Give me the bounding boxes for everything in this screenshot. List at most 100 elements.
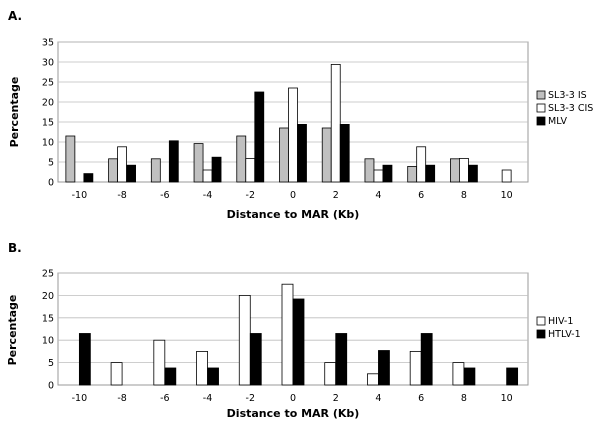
bar	[459, 157, 469, 183]
chart-panel-a: A. 0 5 10 15 20 25 30 35 -10 -8 -6 -4 -2 0 2 4 6 8 10 Per…	[8, 9, 593, 221]
x-tick-label: -8	[117, 393, 126, 404]
bar	[324, 362, 337, 386]
bar	[292, 298, 305, 386]
bar	[420, 333, 433, 386]
panel-label-a: A.	[8, 9, 22, 23]
y-tick-label: 25	[42, 269, 54, 280]
x-tick-label: -6	[160, 393, 169, 404]
bar	[281, 283, 294, 386]
y-ticks-b: 0 5 10 15 20 25	[42, 269, 54, 392]
y-tick-label: 5	[48, 358, 54, 369]
y-tick-label: 10	[42, 138, 54, 149]
panel-label-b: B.	[8, 241, 22, 255]
x-tick-label: 2	[333, 190, 339, 201]
legend-b: HIV-1 HTLV-1	[536, 316, 581, 340]
y-tick-label: 10	[42, 336, 54, 347]
bar	[207, 367, 219, 386]
bar	[378, 350, 390, 386]
y-tick-label: 20	[42, 98, 54, 109]
y-axis-title-a: Percentage	[8, 77, 21, 148]
bar	[254, 91, 265, 183]
bar	[78, 333, 91, 386]
bar	[506, 367, 519, 386]
bar	[373, 169, 384, 183]
legend-swatch	[536, 103, 546, 113]
bar	[416, 146, 427, 183]
y-tick-label: 15	[42, 118, 54, 129]
bar	[463, 367, 476, 386]
x-ticks-b: -10 -8 -6 -4 -2 0 2 4 6 8 10	[72, 393, 513, 404]
bar	[164, 367, 177, 386]
x-tick-label: 0	[290, 190, 296, 201]
bar	[211, 156, 222, 183]
bar	[153, 339, 166, 386]
bar	[468, 164, 478, 183]
x-tick-label: -2	[246, 190, 255, 201]
bar	[501, 169, 512, 183]
bar	[236, 135, 247, 183]
legend-swatch	[536, 316, 546, 326]
x-tick-label: 8	[461, 393, 467, 404]
bar	[288, 87, 298, 183]
x-tick-label: 6	[418, 393, 424, 404]
x-tick-label: -8	[117, 190, 126, 201]
bar	[150, 158, 161, 183]
y-tick-label: 30	[42, 58, 54, 69]
bar	[193, 143, 204, 183]
x-tick-label: 4	[375, 190, 381, 201]
bar	[202, 169, 213, 183]
x-tick-label: 10	[501, 190, 513, 201]
x-tick-label: 6	[418, 190, 424, 201]
bar	[196, 350, 208, 386]
y-tick-label: 25	[42, 78, 54, 89]
x-axis-title-b: Distance to MAR (Kb)	[227, 407, 360, 420]
x-tick-label: 0	[290, 393, 296, 404]
bar	[367, 373, 379, 386]
bar	[238, 294, 251, 386]
legend-a: SL3-3 IS SL3-3 CIS MLV	[536, 90, 593, 127]
bar	[65, 135, 76, 183]
legend-swatch	[536, 329, 546, 339]
x-ticks-a: -10 -8 -6 -4 -2 0 2 4 6 8 10	[72, 190, 513, 201]
bar	[335, 333, 348, 386]
legend-label: SL3-3 IS	[548, 90, 587, 101]
x-tick-label: 10	[501, 393, 513, 404]
y-ticks-a: 0 5 10 15 20 25 30 35	[42, 38, 54, 189]
bar	[117, 146, 127, 183]
legend-label: SL3-3 CIS	[548, 103, 593, 114]
bar	[297, 124, 307, 183]
legend-label: HTLV-1	[548, 329, 581, 340]
bar	[407, 165, 418, 183]
y-tick-label: 5	[48, 158, 54, 169]
y-axis-title-b: Percentage	[6, 295, 19, 366]
x-tick-label: 2	[333, 393, 339, 404]
bar	[452, 362, 465, 386]
legend-swatch	[536, 116, 546, 126]
bar	[321, 127, 332, 183]
bar	[339, 124, 350, 183]
bar	[425, 164, 436, 183]
y-tick-label: 0	[48, 381, 54, 392]
bar	[364, 158, 375, 183]
x-tick-label: -4	[203, 393, 212, 404]
gridlines-a	[58, 41, 528, 163]
x-tick-label: 8	[461, 190, 467, 201]
x-tick-label: -10	[72, 190, 88, 201]
bar	[108, 158, 118, 183]
x-axis-title-a: Distance to MAR (Kb)	[227, 208, 360, 221]
x-tick-label: -6	[160, 190, 169, 201]
legend-swatch	[536, 90, 546, 100]
bar	[382, 164, 393, 183]
x-tick-label: 4	[375, 393, 381, 404]
bar	[249, 333, 262, 386]
y-tick-label: 35	[42, 38, 54, 49]
bar	[450, 158, 460, 183]
bars-b	[78, 283, 519, 386]
bar	[245, 157, 256, 183]
y-tick-label: 0	[48, 178, 54, 189]
bar	[126, 164, 136, 183]
bar	[83, 173, 94, 183]
bar	[330, 64, 341, 183]
y-tick-label: 20	[42, 291, 54, 302]
